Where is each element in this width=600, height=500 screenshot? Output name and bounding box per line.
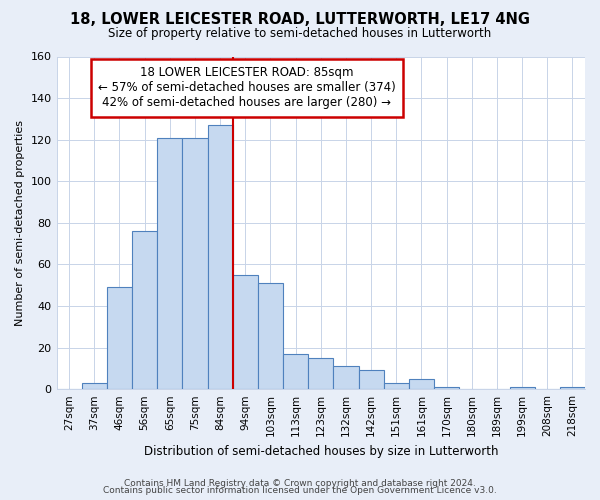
Bar	[509, 387, 535, 389]
Bar	[208, 125, 233, 389]
Bar	[560, 387, 585, 389]
Bar	[383, 383, 409, 389]
Bar	[409, 379, 434, 389]
Text: Contains HM Land Registry data © Crown copyright and database right 2024.: Contains HM Land Registry data © Crown c…	[124, 478, 476, 488]
Text: 18 LOWER LEICESTER ROAD: 85sqm
← 57% of semi-detached houses are smaller (374)
4: 18 LOWER LEICESTER ROAD: 85sqm ← 57% of …	[98, 66, 395, 110]
Bar	[157, 138, 182, 389]
Bar	[107, 288, 132, 389]
Bar	[82, 383, 107, 389]
Bar	[182, 138, 208, 389]
Bar	[283, 354, 308, 389]
Y-axis label: Number of semi-detached properties: Number of semi-detached properties	[15, 120, 25, 326]
Text: 18, LOWER LEICESTER ROAD, LUTTERWORTH, LE17 4NG: 18, LOWER LEICESTER ROAD, LUTTERWORTH, L…	[70, 12, 530, 28]
Bar	[334, 366, 359, 389]
Bar	[359, 370, 383, 389]
Text: Size of property relative to semi-detached houses in Lutterworth: Size of property relative to semi-detach…	[109, 28, 491, 40]
Bar	[258, 283, 283, 389]
Bar	[308, 358, 334, 389]
Text: Contains public sector information licensed under the Open Government Licence v3: Contains public sector information licen…	[103, 486, 497, 495]
Bar	[434, 387, 459, 389]
Bar	[132, 231, 157, 389]
X-axis label: Distribution of semi-detached houses by size in Lutterworth: Distribution of semi-detached houses by …	[143, 444, 498, 458]
Bar	[233, 275, 258, 389]
